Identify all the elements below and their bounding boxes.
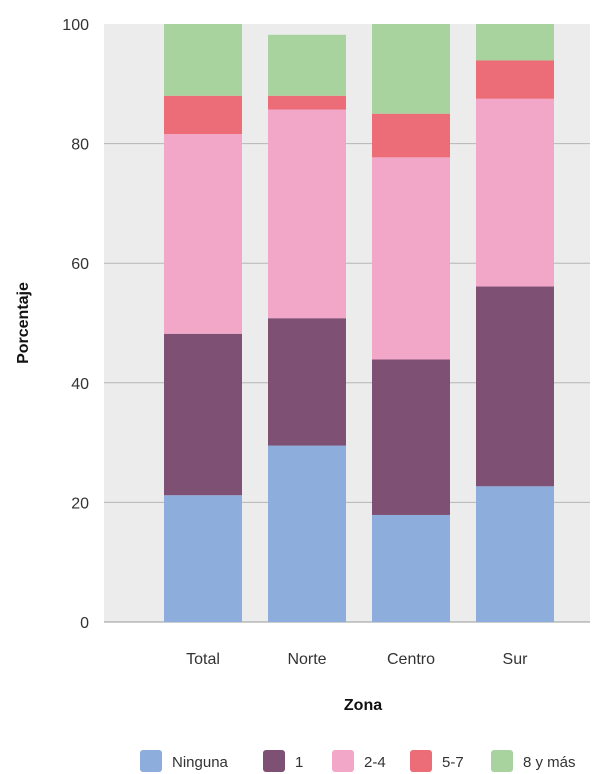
bar-segment xyxy=(268,34,346,96)
bar-segment xyxy=(164,134,242,334)
x-tick-label: Centro xyxy=(387,651,435,668)
bar-segment xyxy=(372,24,450,114)
x-tick-label: Total xyxy=(186,651,220,668)
bar-segment xyxy=(372,157,450,360)
bar-segment xyxy=(164,24,242,96)
bar-segment xyxy=(164,495,242,622)
bar-segment xyxy=(268,318,346,446)
legend-swatch xyxy=(263,750,285,772)
y-tick-label: 80 xyxy=(71,137,89,154)
bar-segment xyxy=(268,445,346,622)
legend-swatch xyxy=(491,750,513,772)
legend-label: 1 xyxy=(295,754,303,771)
bar-segment xyxy=(476,60,554,99)
bar-segment xyxy=(372,359,450,515)
y-tick-label: 100 xyxy=(62,17,89,34)
legend: Ninguna 1 2-4 5-7 8 y más xyxy=(140,750,576,772)
bar-segment xyxy=(372,514,450,622)
legend-label: 2-4 xyxy=(364,754,386,771)
bars xyxy=(164,24,554,622)
legend-label: Ninguna xyxy=(172,754,229,771)
x-tick-label: Sur xyxy=(503,651,529,668)
y-tick-label: 0 xyxy=(80,615,89,632)
legend-swatch xyxy=(332,750,354,772)
bar-segment xyxy=(164,95,242,135)
bar-segment xyxy=(476,286,554,487)
legend-label: 5-7 xyxy=(442,754,464,771)
bar-segment xyxy=(268,95,346,110)
bar-segment xyxy=(372,113,450,158)
x-tick-label: Norte xyxy=(287,651,326,668)
y-tick-label: 40 xyxy=(71,376,89,393)
legend-label: 8 y más xyxy=(523,754,576,771)
y-tick-label: 60 xyxy=(71,256,89,273)
y-tick-label: 20 xyxy=(71,495,89,512)
legend-swatch xyxy=(410,750,432,772)
y-axis-title: Porcentaje xyxy=(15,282,32,364)
x-axis-title: Zona xyxy=(344,697,382,714)
x-tick-labels: Total Norte Centro Sur xyxy=(186,651,528,668)
y-tick-labels: 0 20 40 60 80 100 xyxy=(62,17,89,632)
bar-segment xyxy=(476,98,554,287)
legend-swatch xyxy=(140,750,162,772)
bar-segment xyxy=(268,109,346,319)
bar-segment xyxy=(476,24,554,61)
bar-segment xyxy=(476,486,554,622)
bar-segment xyxy=(164,333,242,496)
